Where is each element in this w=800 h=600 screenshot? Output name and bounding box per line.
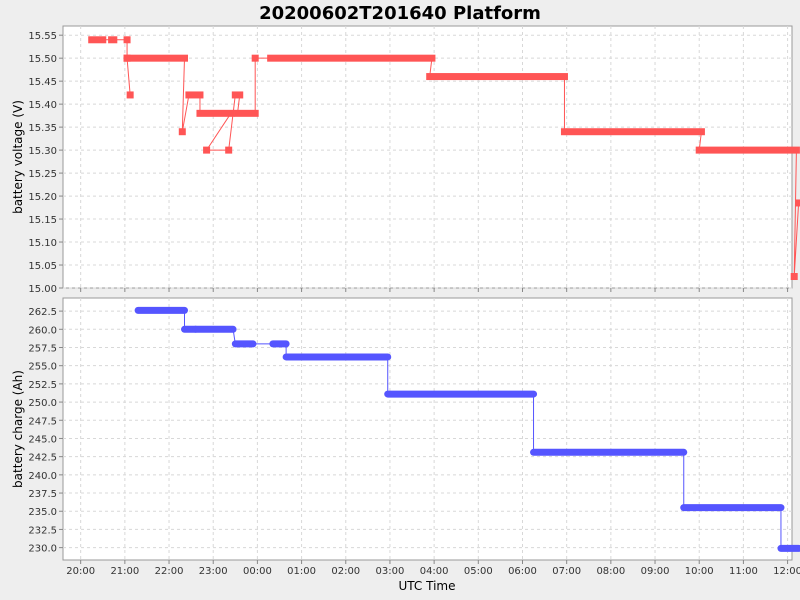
data-point-charge (282, 353, 392, 361)
data-point-voltage (108, 36, 118, 44)
data-point-charge (777, 544, 800, 552)
data-point-voltage (196, 109, 235, 117)
y-tick-label: 235.0 (28, 507, 57, 518)
x-tick-label: 02:00 (331, 566, 360, 577)
y-tick-label: 15.50 (28, 54, 57, 65)
data-point-voltage (790, 273, 798, 281)
y-tick-label: 232.5 (28, 525, 57, 536)
y-tick-label: 247.5 (28, 416, 57, 427)
data-point-charge (231, 340, 257, 348)
data-point-voltage (426, 73, 568, 81)
x-tick-label: 21:00 (110, 566, 139, 577)
y-tick-label: 15.15 (28, 215, 57, 226)
data-point-voltage (185, 91, 204, 99)
x-tick-label: 11:00 (729, 566, 758, 577)
plot-area-voltage (62, 25, 793, 289)
y-tick-label: 237.5 (28, 489, 57, 500)
data-point-voltage (178, 128, 186, 136)
y-tick-label: 15.25 (28, 169, 57, 180)
data-point-charge (680, 504, 785, 512)
y-tick-label: 15.35 (28, 123, 57, 134)
y-tick-label: 260.0 (28, 325, 57, 336)
y-axis-label-charge: battery charge (Ah) (11, 370, 25, 488)
x-tick-label: 07:00 (552, 566, 581, 577)
x-tick-label: 23:00 (199, 566, 228, 577)
data-point-voltage (251, 54, 259, 62)
y-axis-label-voltage: battery voltage (V) (11, 100, 25, 214)
x-axis-label: UTC Time (399, 579, 456, 593)
y-tick-label: 15.40 (28, 100, 57, 111)
x-tick-label: 03:00 (376, 566, 405, 577)
x-tick-label: 08:00 (596, 566, 625, 577)
y-tick-label: 15.20 (28, 192, 57, 203)
data-point-voltage (234, 109, 259, 117)
x-tick-label: 20:00 (66, 566, 95, 577)
x-tick-label: 06:00 (508, 566, 537, 577)
data-point-voltage (695, 146, 800, 154)
y-tick-label: 240.0 (28, 471, 57, 482)
data-point-voltage (231, 91, 244, 99)
y-tick-label: 245.0 (28, 434, 57, 445)
chart-title: 20200602T201640 Platform (259, 3, 541, 24)
y-tick-label: 230.0 (28, 544, 57, 555)
data-point-voltage (123, 54, 188, 62)
x-tick-label: 10:00 (685, 566, 714, 577)
y-tick-label: 15.00 (28, 284, 57, 295)
plot-area-charge (62, 297, 793, 561)
x-tick-label: 22:00 (155, 566, 184, 577)
data-point-charge (192, 325, 237, 333)
y-tick-label: 15.30 (28, 146, 57, 157)
data-point-charge (530, 448, 688, 456)
data-point-voltage (203, 146, 211, 154)
x-tick-label: 09:00 (641, 566, 670, 577)
y-tick-label: 15.05 (28, 261, 57, 272)
y-tick-label: 262.5 (28, 307, 57, 318)
y-tick-label: 15.55 (28, 31, 57, 42)
data-point-charge (269, 340, 290, 348)
x-tick-label: 01:00 (287, 566, 316, 577)
y-tick-label: 242.5 (28, 453, 57, 464)
data-point-voltage (88, 36, 107, 44)
data-point-charge (384, 390, 538, 398)
y-tick-label: 257.5 (28, 343, 57, 354)
x-tick-label: 04:00 (420, 566, 449, 577)
y-tick-label: 252.5 (28, 380, 57, 391)
y-tick-label: 15.45 (28, 77, 57, 88)
x-tick-label: 05:00 (464, 566, 493, 577)
x-tick-label: 12:00 (773, 566, 800, 577)
data-point-voltage (225, 146, 233, 154)
y-tick-label: 250.0 (28, 398, 57, 409)
data-point-voltage (267, 54, 436, 62)
data-point-charge (134, 306, 188, 314)
data-point-voltage (123, 36, 131, 44)
data-point-voltage (795, 199, 800, 207)
x-tick-label: 00:00 (243, 566, 272, 577)
y-tick-label: 15.10 (28, 238, 57, 249)
data-point-voltage (560, 128, 705, 136)
data-point-voltage (126, 91, 134, 99)
y-tick-label: 255.0 (28, 362, 57, 373)
